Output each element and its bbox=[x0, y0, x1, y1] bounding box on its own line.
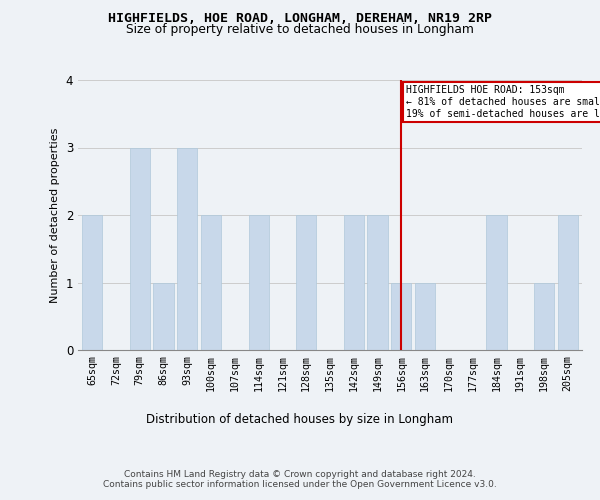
Bar bbox=[487, 215, 506, 350]
Text: HIGHFIELDS HOE ROAD: 153sqm
← 81% of detached houses are smaller (21)
19% of sem: HIGHFIELDS HOE ROAD: 153sqm ← 81% of det… bbox=[406, 86, 600, 118]
Bar bbox=[296, 215, 316, 350]
Bar bbox=[391, 282, 412, 350]
Bar bbox=[201, 215, 221, 350]
Bar bbox=[367, 215, 388, 350]
Bar bbox=[154, 282, 173, 350]
Bar bbox=[344, 215, 364, 350]
Text: Contains HM Land Registry data © Crown copyright and database right 2024.
Contai: Contains HM Land Registry data © Crown c… bbox=[103, 470, 497, 490]
Bar bbox=[557, 215, 578, 350]
Y-axis label: Number of detached properties: Number of detached properties bbox=[50, 128, 60, 302]
Text: Size of property relative to detached houses in Longham: Size of property relative to detached ho… bbox=[126, 22, 474, 36]
Bar bbox=[130, 148, 150, 350]
Bar bbox=[82, 215, 103, 350]
Text: Distribution of detached houses by size in Longham: Distribution of detached houses by size … bbox=[146, 412, 454, 426]
Bar bbox=[177, 148, 197, 350]
Bar bbox=[415, 282, 435, 350]
Text: HIGHFIELDS, HOE ROAD, LONGHAM, DEREHAM, NR19 2RP: HIGHFIELDS, HOE ROAD, LONGHAM, DEREHAM, … bbox=[108, 12, 492, 26]
Bar bbox=[248, 215, 269, 350]
Bar bbox=[534, 282, 554, 350]
